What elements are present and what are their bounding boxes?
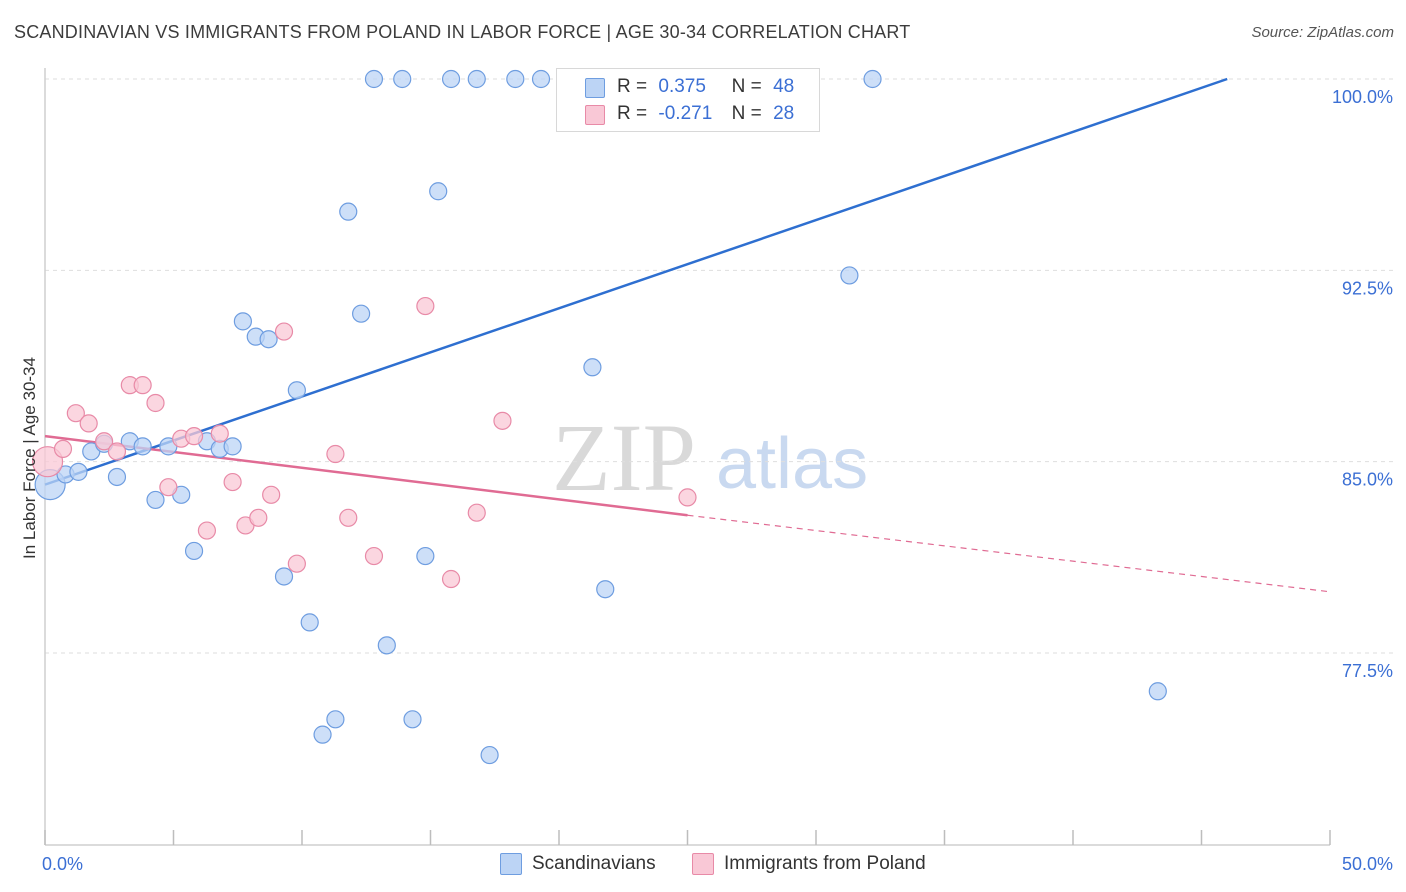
stats-text-poland: R = -0.271 N = 28 <box>617 103 794 125</box>
watermark: ZIP atlas <box>552 404 868 511</box>
poland-point-23 <box>416 296 435 316</box>
poland-point-5 <box>107 442 127 461</box>
scandinavian-point-33 <box>480 745 499 765</box>
y-tick-label-2: 92.5% <box>1342 278 1393 298</box>
scandinavian-point-26 <box>377 636 396 655</box>
poland-point-0 <box>31 446 64 478</box>
scandinavian-point-21 <box>313 725 332 744</box>
poland-point-4 <box>95 432 114 451</box>
scandinavian-point-11 <box>184 541 204 561</box>
source-label: Source: ZipAtlas.com <box>1251 24 1394 41</box>
scandinavian-point-24 <box>352 304 371 323</box>
n-value: 48 <box>773 76 795 97</box>
blue-swatch-icon <box>500 853 522 875</box>
scandinavian-point-38 <box>583 358 602 377</box>
grid-lines <box>45 78 1394 654</box>
stats-text-scandinavians: R = 0.375 N = 48 <box>617 76 794 98</box>
poland-point-3 <box>79 414 98 433</box>
scandinavian-point-45 <box>840 266 859 285</box>
poland-point-20 <box>326 444 345 464</box>
poland-point-11 <box>184 427 204 446</box>
scandinavian-point-23 <box>339 202 358 221</box>
r-label: R = <box>617 103 648 124</box>
scandinavian-point-18 <box>274 567 294 586</box>
n-label: N = <box>731 103 762 124</box>
blue-swatch-icon <box>585 78 605 98</box>
n-label: N = <box>731 76 762 97</box>
watermark-atlas: atlas <box>716 424 868 504</box>
poland-point-21 <box>339 508 358 527</box>
poland-point-26 <box>493 411 512 430</box>
poland-point-18 <box>274 322 294 341</box>
scandinavian-point-22 <box>326 710 345 729</box>
x-tick-label-0: 0.0% <box>42 854 83 874</box>
poland-point-8 <box>146 393 165 413</box>
trend-lines <box>44 77 1331 593</box>
scandinavian-point-28 <box>403 710 422 729</box>
x-tick-label-1: 50.0% <box>1342 854 1393 874</box>
scandinavian-point-15 <box>233 312 252 331</box>
scandinavian-point-7 <box>133 437 152 456</box>
r-value: 0.375 <box>658 76 706 97</box>
poland-point-14 <box>223 472 242 492</box>
poland-trend-line <box>44 434 688 517</box>
scandinavian-point-27 <box>393 69 412 89</box>
legend-label: Immigrants from Poland <box>724 853 926 874</box>
scandinavian-point-31 <box>441 69 461 89</box>
scandinavian-point-34 <box>506 69 525 89</box>
scandinavian-point-35 <box>531 69 551 89</box>
poland-point-22 <box>364 546 384 566</box>
poland-point-19 <box>287 554 306 573</box>
scandinavian-point-2 <box>69 462 88 481</box>
scandinavian-point-20 <box>300 613 319 632</box>
poland-point-25 <box>467 503 486 522</box>
poland-point-1 <box>53 439 73 459</box>
scandinavian-point-39 <box>596 580 615 599</box>
tick-labels: 77.5% 85.0% 92.5% 100.0% 0.0% 50.0% <box>42 87 1393 874</box>
scandinavian-point-17 <box>259 330 278 349</box>
scandinavian-point-25 <box>364 69 384 89</box>
r-label: R = <box>617 76 648 97</box>
poland-point-7 <box>133 376 152 395</box>
scandinavian-point-46 <box>863 69 882 89</box>
scandinavian-point-29 <box>416 546 435 566</box>
scandinavian-point-8 <box>146 490 165 510</box>
poland-trend-extension <box>687 514 1331 593</box>
scandinavian-point-19 <box>287 381 306 400</box>
pink-swatch-icon <box>692 853 714 875</box>
poland-point-9 <box>159 478 178 497</box>
legend-label: Scandinavians <box>532 853 656 874</box>
scandinavian-point-14 <box>223 437 242 456</box>
stats-box: R = 0.375 N = 48 R = -0.271 N = 28 <box>556 68 820 132</box>
r-value: -0.271 <box>658 103 713 124</box>
y-axis-label: In Labor Force | Age 30-34 <box>20 357 39 559</box>
scandinavian-trend-line <box>44 77 1228 486</box>
scandinavian-point-30 <box>429 182 448 201</box>
poland-point-24 <box>441 569 461 589</box>
poland-point-17 <box>262 485 281 504</box>
y-tick-label-0: 77.5% <box>1342 661 1393 681</box>
poland-point-2 <box>66 404 85 423</box>
pink-swatch-icon <box>585 105 605 125</box>
chart-title: SCANDINAVIAN VS IMMIGRANTS FROM POLAND I… <box>14 22 911 42</box>
watermark-zip: ZIP <box>552 404 696 511</box>
scandinavian-point-5 <box>107 467 127 487</box>
scandinavian-point-32 <box>467 69 486 89</box>
poland-point-13 <box>210 424 229 443</box>
y-tick-label-3: 100.0% <box>1332 87 1393 107</box>
poland-point-27 <box>678 488 697 507</box>
scandinavian-point-47 <box>1148 682 1167 701</box>
poland-point-12 <box>197 521 217 540</box>
y-tick-label-1: 85.0% <box>1342 470 1393 490</box>
poland-point-16 <box>249 508 268 527</box>
n-value: 28 <box>773 103 795 124</box>
